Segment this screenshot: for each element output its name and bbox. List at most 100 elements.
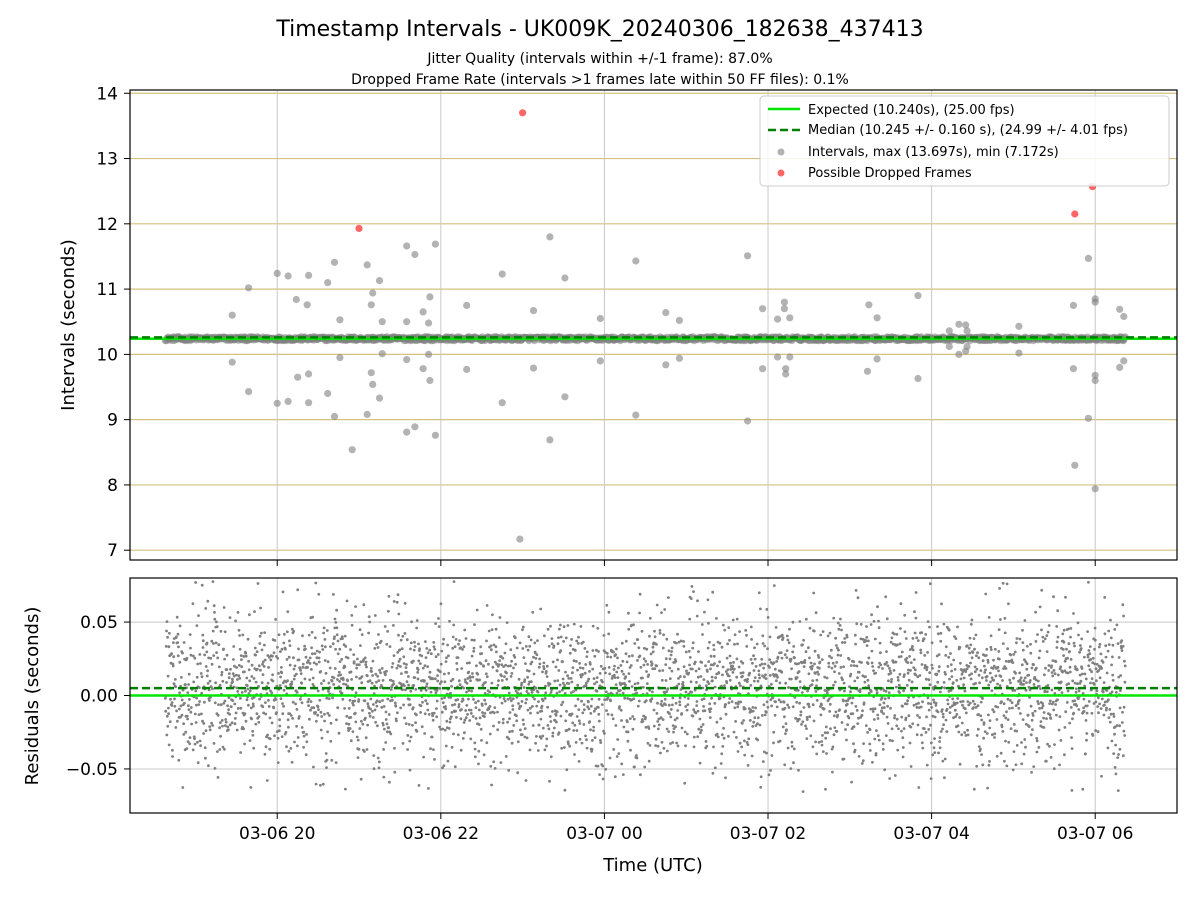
residual-point (958, 646, 962, 649)
residual-point (681, 681, 685, 684)
residual-point (758, 723, 762, 727)
residual-point (888, 777, 892, 780)
residual-point (982, 736, 985, 740)
residual-point (605, 709, 608, 712)
residual-point (241, 633, 245, 637)
residual-point (377, 633, 380, 636)
residuals-points (164, 580, 1127, 793)
residual-point (856, 676, 859, 680)
residual-point (276, 736, 280, 740)
residual-point (230, 721, 234, 725)
residual-point (616, 666, 620, 670)
residual-point (581, 711, 585, 715)
residual-point (769, 769, 772, 772)
residual-point (560, 746, 564, 750)
residual-point (320, 644, 324, 648)
residual-point (246, 687, 250, 691)
residual-point (741, 671, 745, 675)
residual-point (930, 641, 934, 645)
residual-point (729, 661, 732, 665)
interval-point (1091, 376, 1099, 385)
residual-point (572, 659, 576, 663)
residual-point (839, 654, 843, 657)
residual-point (703, 709, 707, 713)
residual-point (461, 648, 464, 651)
residual-point (288, 663, 292, 667)
residual-point (940, 708, 944, 711)
residual-point (756, 738, 760, 742)
residual-point (355, 675, 358, 679)
residual-point (466, 677, 470, 680)
interval-point (561, 393, 569, 401)
residual-point (1052, 767, 1056, 771)
residual-point (854, 705, 858, 708)
residual-point (449, 679, 453, 683)
residual-point (932, 746, 936, 750)
residual-point (1030, 718, 1034, 722)
residual-point (598, 773, 601, 776)
residual-point (401, 634, 405, 638)
residual-point (965, 644, 969, 648)
residual-point (751, 706, 755, 709)
residual-point (968, 636, 972, 640)
residual-point (556, 679, 560, 682)
residual-point (757, 673, 761, 677)
residual-point (939, 690, 942, 694)
residual-point (436, 679, 440, 683)
residual-point (426, 665, 429, 668)
residual-point (368, 679, 372, 683)
residual-point (760, 714, 764, 717)
residual-point (398, 648, 402, 652)
residual-point (664, 703, 667, 707)
residual-point (529, 711, 532, 715)
residual-point (897, 655, 901, 659)
residual-point (832, 714, 836, 718)
residual-point (853, 679, 857, 683)
residual-point (905, 684, 909, 687)
residual-point (639, 665, 643, 669)
residual-point (344, 683, 348, 686)
residual-point (1047, 669, 1051, 672)
residual-point (483, 715, 486, 718)
residual-point (677, 640, 681, 644)
residual-point (565, 728, 569, 732)
residual-point (1018, 678, 1022, 682)
residual-point (855, 709, 859, 712)
interval-point (303, 301, 311, 309)
residual-point (328, 666, 332, 670)
residual-point (754, 665, 758, 668)
residual-point (434, 622, 437, 625)
residual-point (492, 760, 496, 764)
residual-point (679, 639, 683, 643)
residual-point (954, 715, 957, 718)
residual-point (282, 704, 285, 708)
residual-point (467, 670, 471, 674)
residual-point (980, 676, 984, 680)
residual-point (1067, 682, 1071, 686)
residual-point (1073, 699, 1077, 703)
residual-point (661, 646, 665, 650)
residual-point (1040, 628, 1043, 632)
residual-point (308, 662, 312, 665)
residual-point (870, 613, 873, 617)
residual-point (534, 686, 538, 690)
residual-point (727, 674, 731, 678)
residual-point (371, 709, 374, 713)
residual-point (667, 730, 671, 733)
interval-point (363, 261, 371, 269)
residual-point (635, 691, 639, 695)
residual-point (692, 745, 696, 749)
residual-point (252, 677, 256, 680)
residual-point (308, 656, 312, 660)
residual-point (465, 681, 469, 685)
residual-point (542, 665, 545, 668)
residual-point (306, 700, 310, 704)
residual-point (878, 703, 882, 707)
residual-point (699, 731, 702, 735)
residual-point (817, 656, 821, 659)
residual-point (546, 724, 550, 727)
residual-point (877, 619, 880, 623)
residual-point (591, 649, 595, 652)
residual-point (643, 646, 646, 650)
residual-point (224, 718, 228, 721)
